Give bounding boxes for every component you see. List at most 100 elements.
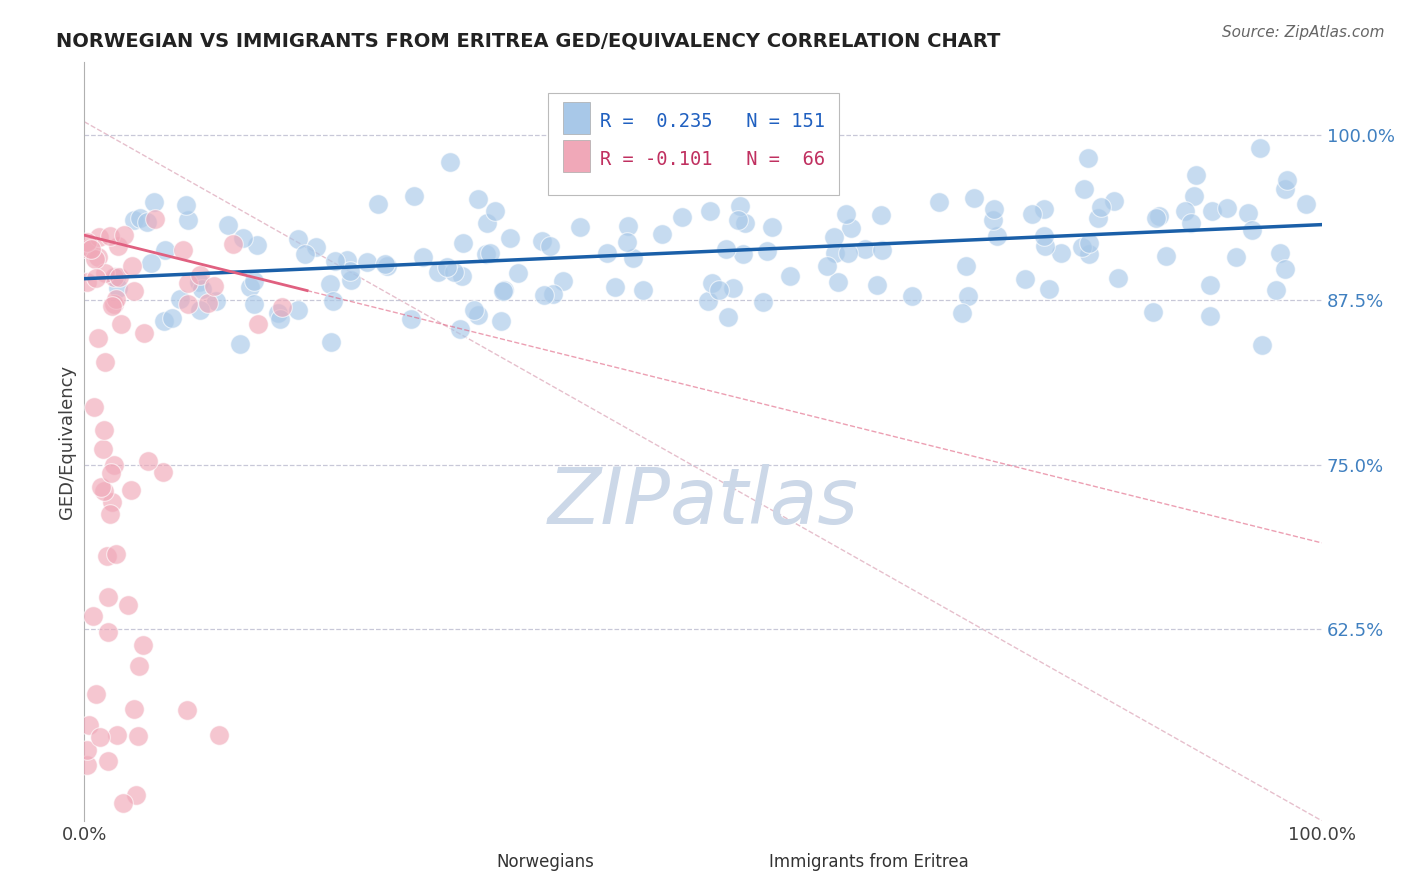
Point: [1087, 211, 1109, 226]
Point: [1073, 181, 1095, 195]
Point: [823, 230, 845, 244]
Point: [94, 266, 117, 280]
Point: [205, 294, 228, 309]
Point: [499, 231, 522, 245]
Point: [105, 728, 128, 742]
Point: [103, 270, 125, 285]
Point: [901, 288, 924, 302]
Point: [89, 730, 111, 744]
Point: [827, 275, 849, 289]
Point: [112, 227, 135, 242]
Point: [453, 235, 475, 250]
Text: R = -0.101   N =  66: R = -0.101 N = 66: [600, 150, 825, 169]
Point: [1107, 270, 1129, 285]
Point: [121, 259, 143, 273]
Point: [1070, 240, 1092, 254]
Point: [100, 467, 122, 481]
Point: [169, 292, 191, 306]
Point: [475, 246, 498, 260]
Point: [835, 207, 858, 221]
Point: [955, 259, 977, 273]
Point: [1077, 151, 1099, 165]
Point: [322, 294, 344, 309]
Point: [727, 213, 749, 227]
Point: [93, 484, 115, 499]
Point: [1032, 229, 1054, 244]
Point: [928, 194, 950, 209]
Point: [267, 306, 290, 320]
Point: [97, 754, 120, 768]
Point: [132, 638, 155, 652]
Point: [734, 216, 756, 230]
Point: [177, 276, 200, 290]
Point: [110, 318, 132, 332]
Point: [543, 287, 565, 301]
Text: R =  0.235   N = 151: R = 0.235 N = 151: [600, 112, 825, 131]
Point: [103, 297, 125, 311]
Point: [177, 297, 200, 311]
Point: [100, 507, 122, 521]
Point: [1090, 200, 1112, 214]
Point: [616, 235, 638, 249]
Point: [107, 269, 129, 284]
Point: [728, 199, 751, 213]
Point: [174, 198, 197, 212]
Point: [153, 314, 176, 328]
Point: [152, 465, 174, 479]
Point: [336, 253, 359, 268]
Point: [112, 796, 135, 810]
Point: [1198, 278, 1220, 293]
Point: [321, 335, 343, 350]
Point: [699, 204, 721, 219]
Point: [97, 625, 120, 640]
Point: [187, 276, 209, 290]
Point: [134, 326, 156, 341]
Bar: [564, 140, 591, 172]
Point: [1268, 246, 1291, 260]
Point: [202, 278, 225, 293]
Point: [1033, 202, 1056, 216]
Point: [239, 280, 262, 294]
Point: [217, 218, 239, 232]
Point: [508, 266, 530, 280]
Point: [232, 231, 254, 245]
Point: [1174, 204, 1197, 219]
Point: [374, 257, 396, 271]
Point: [76, 276, 98, 290]
Point: [651, 227, 673, 242]
Point: [339, 264, 361, 278]
Point: [412, 250, 434, 264]
Point: [96, 549, 118, 564]
Point: [707, 283, 730, 297]
Point: [84, 687, 107, 701]
Point: [475, 216, 498, 230]
Point: [1182, 189, 1205, 203]
Point: [1237, 206, 1260, 220]
Point: [222, 237, 245, 252]
Point: [122, 702, 145, 716]
Point: [621, 251, 644, 265]
Point: [1038, 282, 1060, 296]
Point: [752, 294, 775, 309]
Point: [176, 703, 198, 717]
Point: [122, 284, 145, 298]
Point: [243, 274, 266, 288]
Point: [870, 243, 893, 257]
Point: [340, 273, 363, 287]
Point: [76, 743, 98, 757]
Point: [451, 269, 474, 284]
Point: [76, 242, 98, 256]
Point: [82, 609, 104, 624]
Y-axis label: GED/Equivalency: GED/Equivalency: [58, 365, 76, 518]
Point: [1144, 211, 1167, 225]
Point: [1102, 194, 1125, 208]
Point: [356, 255, 378, 269]
Point: [128, 659, 150, 673]
Point: [616, 219, 638, 233]
Point: [188, 302, 211, 317]
Point: [87, 331, 110, 345]
Point: [1295, 197, 1317, 211]
Point: [287, 232, 309, 246]
Point: [191, 282, 214, 296]
Point: [596, 245, 619, 260]
